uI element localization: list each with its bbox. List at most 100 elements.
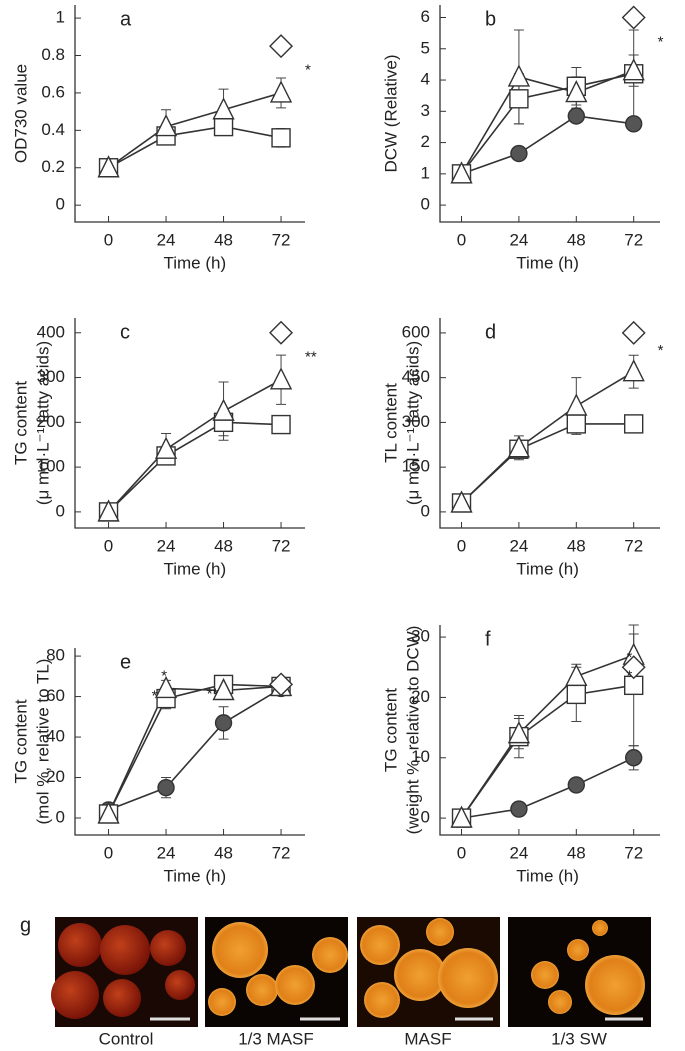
panel-label: c bbox=[120, 321, 130, 343]
marker-diamond bbox=[269, 34, 294, 59]
axis bbox=[439, 5, 660, 223]
x-tick-label: 0 bbox=[457, 230, 466, 249]
marker-triangle bbox=[212, 97, 235, 120]
marker-diamond bbox=[621, 5, 646, 30]
y-tick-label: 0.2 bbox=[41, 157, 65, 176]
marker-circle bbox=[624, 749, 643, 767]
y-tick-label: 600 bbox=[402, 322, 430, 341]
y-tick-label: 1 bbox=[421, 163, 430, 182]
significance: * bbox=[161, 667, 167, 684]
y-tick-label: 80 bbox=[46, 646, 65, 665]
y-tick-label: 100 bbox=[37, 457, 65, 476]
x-axis-label: Time (h) bbox=[163, 559, 226, 578]
axis bbox=[74, 5, 305, 223]
y-tick-label: 0.4 bbox=[41, 120, 65, 139]
y-tick-label: 30 bbox=[411, 627, 430, 646]
marker-square bbox=[566, 414, 587, 434]
x-tick-label: 24 bbox=[157, 843, 176, 862]
y-tick-label: 0 bbox=[56, 501, 65, 520]
axis bbox=[439, 318, 660, 529]
caption: 1/3 SW bbox=[551, 1029, 607, 1048]
y-tick-label: 450 bbox=[402, 367, 430, 386]
series-line bbox=[461, 115, 634, 175]
x-tick-label: 72 bbox=[624, 230, 643, 249]
marker-triangle bbox=[565, 663, 588, 686]
significance: ** bbox=[207, 686, 219, 703]
marker-circle bbox=[510, 800, 528, 818]
panel: c 0 100 200 300 400 0 24 48 72 Time (h) TG content(… bbox=[11, 318, 317, 578]
significance: * bbox=[658, 342, 664, 359]
x-tick-label: 48 bbox=[567, 536, 586, 555]
x-tick-label: 0 bbox=[457, 536, 466, 555]
series-line bbox=[461, 757, 635, 819]
panel: d 0 150 300 450 600 0 24 48 72 Time (h) TL content(… bbox=[381, 318, 664, 578]
marker-square bbox=[271, 128, 291, 148]
panel: e 0 20 40 60 80 0 24 48 72 Time (h) TG content (mol … bbox=[11, 646, 305, 885]
marker-triangle bbox=[154, 436, 178, 459]
marker-triangle bbox=[212, 677, 235, 701]
x-tick-label: 0 bbox=[457, 843, 466, 862]
axis bbox=[74, 318, 305, 529]
y-tick-label: 0.6 bbox=[41, 82, 65, 101]
x-axis-label: Time (h) bbox=[163, 253, 226, 272]
y-tick-label: 60 bbox=[46, 686, 65, 705]
marker-diamond bbox=[621, 320, 646, 345]
marker-triangle bbox=[450, 805, 473, 828]
x-tick-label: 24 bbox=[157, 230, 176, 249]
x-tick-label: 48 bbox=[567, 843, 586, 862]
significance: * bbox=[627, 649, 633, 666]
x-axis-label: Time (h) bbox=[516, 253, 579, 272]
marker-triangle bbox=[622, 359, 645, 382]
y-tick-label: 3 bbox=[421, 101, 430, 120]
caption: MASF bbox=[404, 1029, 451, 1048]
marker-diamond bbox=[269, 320, 294, 345]
marker-square bbox=[623, 414, 644, 434]
x-tick-label: 48 bbox=[214, 843, 233, 862]
series-line bbox=[107, 421, 282, 513]
marker-square bbox=[213, 116, 234, 137]
marker-triangle bbox=[212, 398, 235, 421]
y-axis-label: (weight %, relative to DCW) bbox=[403, 626, 422, 835]
y-tick-label: 300 bbox=[402, 412, 430, 431]
y-tick-label: 200 bbox=[37, 412, 65, 431]
series-line bbox=[460, 69, 634, 175]
x-tick-label: 72 bbox=[272, 843, 291, 862]
x-tick-label: 0 bbox=[104, 536, 113, 555]
series-line bbox=[460, 654, 634, 819]
marker-triangle bbox=[565, 79, 588, 103]
x-tick-label: 72 bbox=[272, 230, 291, 249]
y-tick-label: 300 bbox=[37, 367, 65, 386]
y-axis-label: (μ mol·L⁻¹ fatty acids) bbox=[403, 341, 422, 505]
axis bbox=[74, 648, 305, 836]
caption: 1/3 MASF bbox=[238, 1029, 314, 1048]
x-tick-label: 0 bbox=[104, 843, 113, 862]
x-tick-label: 48 bbox=[214, 536, 233, 555]
y-axis-label: TG content bbox=[381, 688, 400, 772]
series-line bbox=[107, 379, 282, 513]
y-tick-label: 2 bbox=[421, 132, 430, 151]
y-tick-label: 40 bbox=[46, 727, 65, 746]
marker-square bbox=[566, 684, 587, 705]
marker-triangle bbox=[565, 393, 588, 416]
x-tick-label: 24 bbox=[157, 536, 176, 555]
series-line bbox=[460, 73, 634, 175]
series-line bbox=[107, 683, 282, 815]
significance: * bbox=[627, 667, 633, 684]
x-tick-label: 0 bbox=[104, 230, 113, 249]
marker-circle bbox=[624, 115, 643, 133]
micrograph-control bbox=[51, 917, 198, 1027]
y-axis-label: OD730 value bbox=[11, 64, 30, 163]
x-axis-label: Time (h) bbox=[516, 866, 579, 885]
significance: * bbox=[305, 61, 311, 78]
marker-triangle bbox=[154, 675, 178, 699]
significance: * bbox=[658, 33, 664, 50]
x-tick-label: 48 bbox=[214, 230, 233, 249]
micrograph-masf bbox=[357, 917, 500, 1027]
y-tick-label: 0 bbox=[421, 195, 430, 214]
panel-label: b bbox=[485, 8, 496, 30]
y-tick-label: 0 bbox=[56, 807, 65, 826]
y-axis-label: DCW (Relative) bbox=[381, 54, 400, 172]
panel-label: g bbox=[20, 914, 31, 936]
marker-diamond bbox=[269, 672, 294, 697]
